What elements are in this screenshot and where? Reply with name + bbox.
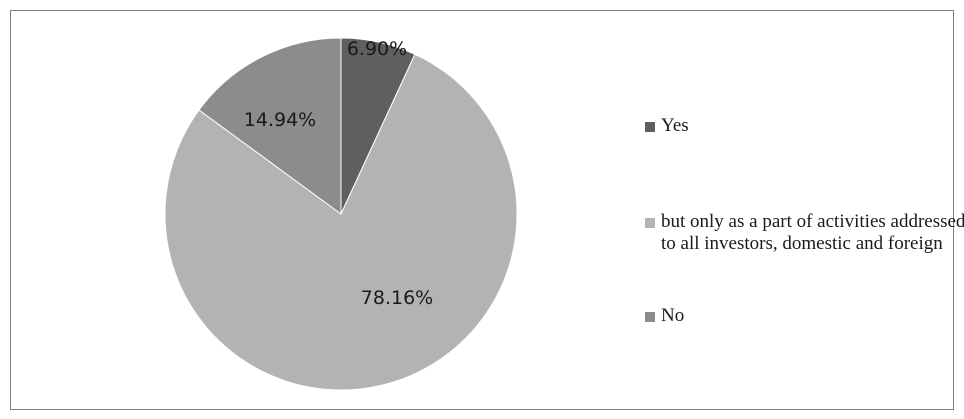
legend-item-no: No [645,305,961,327]
legend-swatch-no [645,312,655,322]
pie-slice-part-of-activities [164,53,518,391]
slice-label-yes: 6.90% [347,38,407,60]
pie-chart: 6.90% 78.16% 14.94% [164,37,518,391]
slice-label-no: 14.94% [244,109,316,131]
legend-label-no: No [661,305,685,326]
legend-item-yes: Yes [645,115,961,137]
legend-item-part-of-activities: but only as a part of activities address… [645,211,964,255]
legend-label-yes: Yes [661,115,689,136]
pie-slices [164,37,518,391]
legend-swatch-part-of-activities [645,218,655,228]
pie-slice-no [198,37,342,215]
pie-labels: 6.90% 78.16% 14.94% [244,38,433,309]
legend-label-part-of-activities: but only as a part of activities address… [661,211,964,254]
chart-frame: 6.90% 78.16% 14.94% Yes but only as a pa… [10,10,964,410]
legend-swatch-yes [645,122,655,132]
slice-label-part-of-activities: 78.16% [361,287,433,309]
